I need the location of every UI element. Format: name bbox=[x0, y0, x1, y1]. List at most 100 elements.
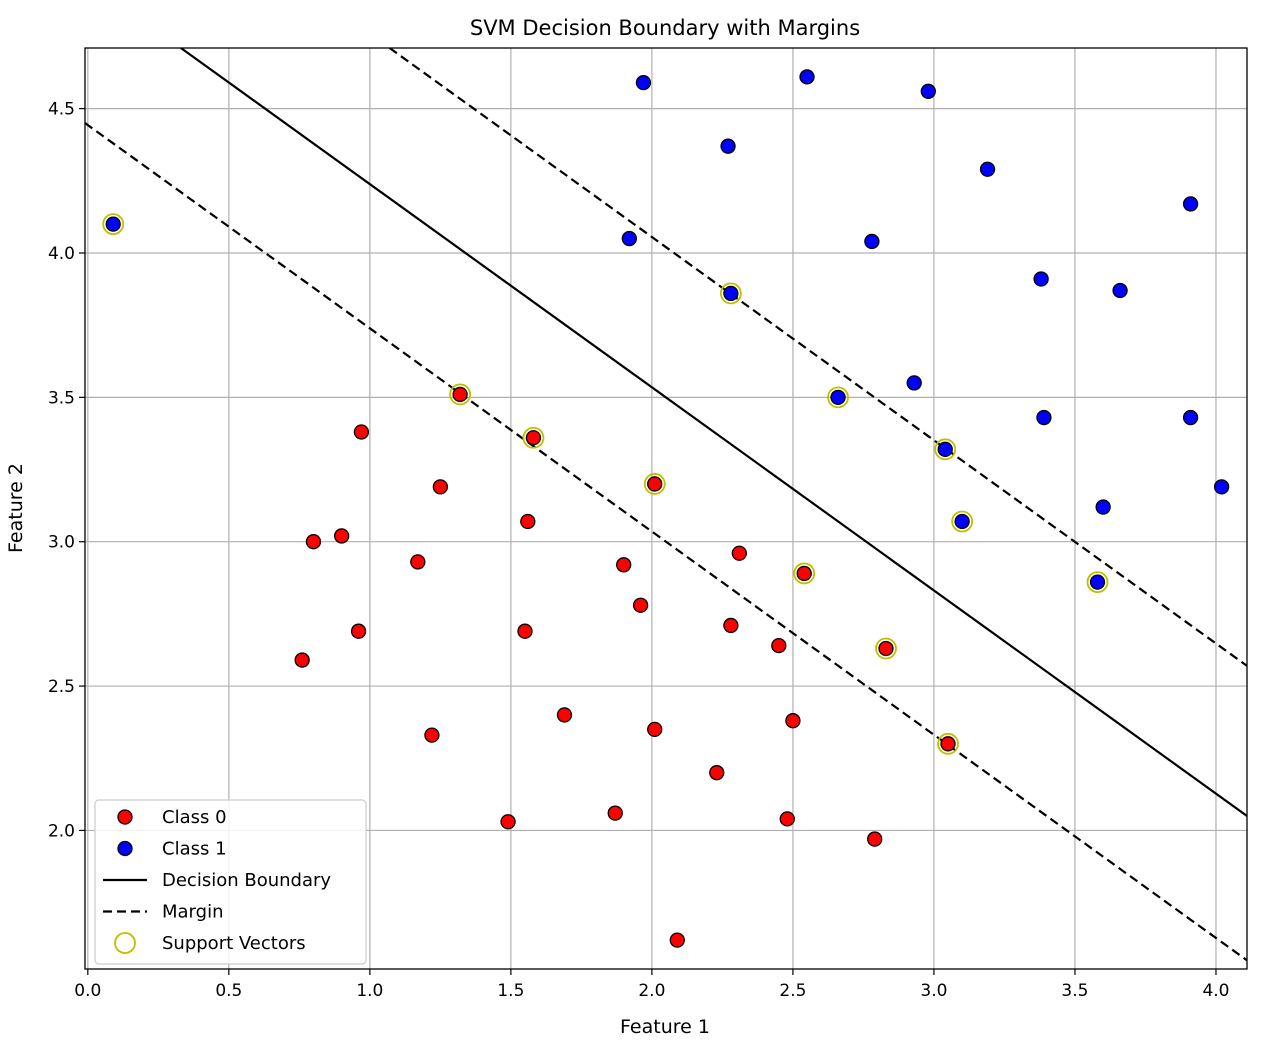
y-axis-label: Feature 2 bbox=[5, 463, 27, 553]
class-1-point bbox=[1213, 479, 1230, 495]
class-0-point bbox=[305, 534, 322, 550]
class-1-point bbox=[1089, 574, 1106, 590]
legend-label: Decision Boundary bbox=[162, 870, 331, 891]
support-vector-ring bbox=[937, 732, 959, 755]
class-1-point bbox=[1182, 409, 1199, 426]
chart-title: SVM Decision Boundary with Margins bbox=[470, 16, 860, 40]
class-0-point bbox=[771, 637, 787, 654]
class-1-point bbox=[906, 375, 922, 391]
legend-ring bbox=[114, 932, 136, 954]
class-0-point bbox=[878, 640, 894, 657]
support-vector-ring bbox=[793, 562, 816, 585]
y-tick-label: 2.0 bbox=[48, 821, 75, 841]
x-tick-label: 0.0 bbox=[74, 981, 101, 1001]
class-0-point bbox=[517, 623, 533, 639]
support-vector-ring bbox=[522, 426, 545, 449]
legend-marker bbox=[117, 840, 133, 857]
data-points bbox=[105, 69, 1230, 948]
margin-line bbox=[85, 122, 1247, 962]
class-0-point bbox=[556, 707, 573, 723]
class-1-point bbox=[635, 74, 652, 91]
class-0-point bbox=[410, 554, 426, 570]
class-1-point bbox=[720, 138, 736, 154]
support-vector-ring bbox=[102, 213, 125, 236]
y-tick-label: 4.0 bbox=[48, 244, 75, 264]
y-tick-label: 3.0 bbox=[48, 533, 75, 553]
x-tick-label: 2.5 bbox=[779, 981, 806, 1001]
class-0-point bbox=[796, 565, 812, 582]
class-0-point bbox=[353, 424, 370, 440]
y-tick-label: 3.5 bbox=[48, 388, 75, 408]
class-0-point bbox=[632, 597, 649, 613]
legend-label: Class 1 bbox=[162, 839, 227, 860]
class-0-point bbox=[867, 831, 883, 847]
y-tick-label: 4.5 bbox=[48, 100, 75, 120]
legend-marker bbox=[117, 809, 133, 825]
support-vector-ring bbox=[719, 282, 742, 305]
class-1-point bbox=[937, 441, 953, 457]
class-0-point bbox=[709, 765, 725, 781]
margin-line bbox=[388, 48, 1247, 667]
class-1-point bbox=[723, 285, 739, 302]
support-vector-ring bbox=[827, 386, 849, 409]
class-0-point bbox=[647, 721, 663, 738]
class-1-point bbox=[920, 83, 936, 99]
x-axis-label: Feature 1 bbox=[620, 1016, 710, 1038]
class-0-point bbox=[424, 727, 440, 743]
class-1-point bbox=[1112, 282, 1128, 299]
class-0-point bbox=[616, 557, 632, 573]
class-0-point bbox=[334, 528, 350, 544]
class-0-point bbox=[647, 476, 663, 492]
class-0-point bbox=[723, 617, 739, 634]
x-tick-label: 0.5 bbox=[215, 981, 242, 1001]
boundary-lines bbox=[85, 48, 1247, 962]
support-vector-ring bbox=[643, 473, 666, 495]
class-1-point bbox=[830, 389, 846, 405]
class-1-point bbox=[1095, 499, 1111, 515]
legend-label: Margin bbox=[162, 902, 223, 923]
class-0-point bbox=[669, 932, 685, 948]
class-0-point bbox=[500, 814, 516, 830]
support-vector-ring bbox=[875, 637, 897, 660]
axes: 0.0 0.5 1.0 1.5 2.0 2.5 3.0 3.5 4.0 2.0 2.5 3.0 3.5 4… bbox=[48, 100, 1230, 1001]
support-vector-ring bbox=[1086, 571, 1109, 594]
class-0-point bbox=[520, 513, 536, 530]
x-tick-label: 4.0 bbox=[1202, 981, 1229, 1001]
class-1-point bbox=[105, 216, 121, 232]
grid bbox=[85, 48, 1247, 969]
legend: Class 0 Class 1 Decision Boundary Margin Sup… bbox=[94, 799, 367, 965]
class-0-point bbox=[432, 479, 449, 495]
class-1-point bbox=[799, 69, 815, 85]
class-1-point bbox=[1182, 196, 1199, 212]
legend-label: Support Vectors bbox=[162, 933, 306, 954]
support-vector-rings bbox=[102, 213, 1109, 755]
decision-boundary-line bbox=[180, 48, 1247, 817]
class-0-point bbox=[294, 652, 310, 668]
class-0-point bbox=[940, 736, 956, 752]
class-1-point bbox=[864, 233, 880, 250]
class-0-point bbox=[731, 545, 747, 561]
x-tick-label: 1.0 bbox=[356, 981, 383, 1001]
plot-area bbox=[85, 48, 1247, 962]
class-0-point bbox=[452, 386, 468, 403]
class-0-point bbox=[525, 430, 542, 446]
x-tick-label: 2.0 bbox=[638, 981, 665, 1001]
class-1-point bbox=[621, 230, 637, 247]
plot-frame bbox=[84, 47, 1248, 970]
class-0-point bbox=[785, 713, 801, 729]
class-0-point bbox=[350, 623, 367, 639]
class-1-point bbox=[954, 513, 970, 530]
x-tick-label: 1.5 bbox=[497, 981, 524, 1001]
x-tick-label: 3.5 bbox=[1061, 981, 1088, 1001]
support-vector-ring bbox=[951, 510, 974, 533]
y-tick-label: 2.5 bbox=[48, 677, 75, 697]
legend-label: Class 0 bbox=[162, 807, 227, 828]
class-0-point bbox=[607, 805, 623, 821]
support-vector-ring bbox=[449, 383, 472, 406]
support-vector-ring bbox=[934, 438, 957, 461]
class-0-point bbox=[779, 811, 795, 827]
class-1-point bbox=[1036, 409, 1052, 426]
x-tick-label: 3.0 bbox=[920, 981, 947, 1001]
class-1-point bbox=[979, 161, 996, 177]
